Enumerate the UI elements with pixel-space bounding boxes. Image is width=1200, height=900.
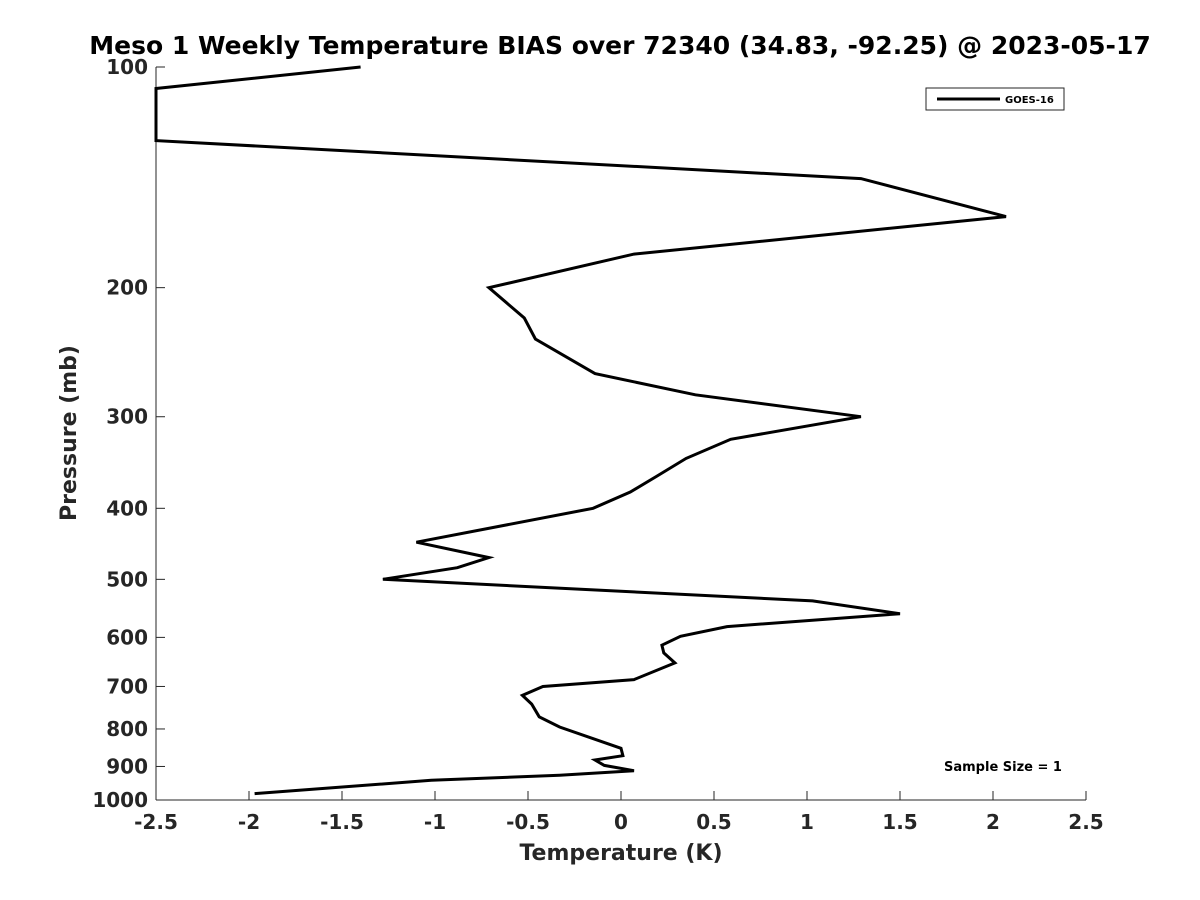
- y-tick-label: 200: [106, 276, 148, 300]
- x-tick-label: -1.5: [320, 810, 364, 834]
- x-tick-label: -0.5: [506, 810, 550, 834]
- x-tick-label: 0.5: [696, 810, 731, 834]
- y-tick-label: 1000: [92, 788, 148, 812]
- y-tick-label: 800: [106, 717, 148, 741]
- y-axis-label: Pressure (mb): [57, 345, 82, 521]
- x-tick-label: 2.5: [1068, 810, 1103, 834]
- x-axis-label: Temperature (K): [519, 841, 722, 866]
- y-tick-label: 900: [106, 754, 148, 778]
- y-tick-label: 100: [106, 55, 148, 79]
- x-tick-label: -2.5: [134, 810, 178, 834]
- y-tick-label: 600: [106, 625, 148, 649]
- x-ticks: -2.5 -2 -1.5 -1 -0.5 0 0.5 1 1.5 2 2.5: [134, 791, 1104, 834]
- x-tick-label: 2: [986, 810, 1000, 834]
- y-tick-label: 700: [106, 674, 148, 698]
- sample-size-annotation: Sample Size = 1: [944, 760, 1062, 775]
- y-ticks: 100 200 300 400 500 600 700 800 900 1000: [92, 55, 165, 812]
- y-tick-label: 400: [106, 496, 148, 520]
- legend-label-goes-16: GOES-16: [1005, 95, 1054, 106]
- chart-title: Meso 1 Weekly Temperature BIAS over 7234…: [89, 31, 1150, 60]
- legend: GOES-16: [925, 87, 1065, 111]
- y-tick-label: 500: [106, 567, 148, 591]
- x-tick-label: 0: [614, 810, 628, 834]
- x-tick-label: 1.5: [882, 810, 917, 834]
- x-tick-label: -2: [238, 810, 260, 834]
- series-line-goes-16: [154, 65, 1007, 796]
- y-tick-label: 300: [106, 405, 148, 429]
- series-layer: [154, 65, 1007, 796]
- x-tick-label: -1: [424, 810, 446, 834]
- x-tick-label: 1: [800, 810, 814, 834]
